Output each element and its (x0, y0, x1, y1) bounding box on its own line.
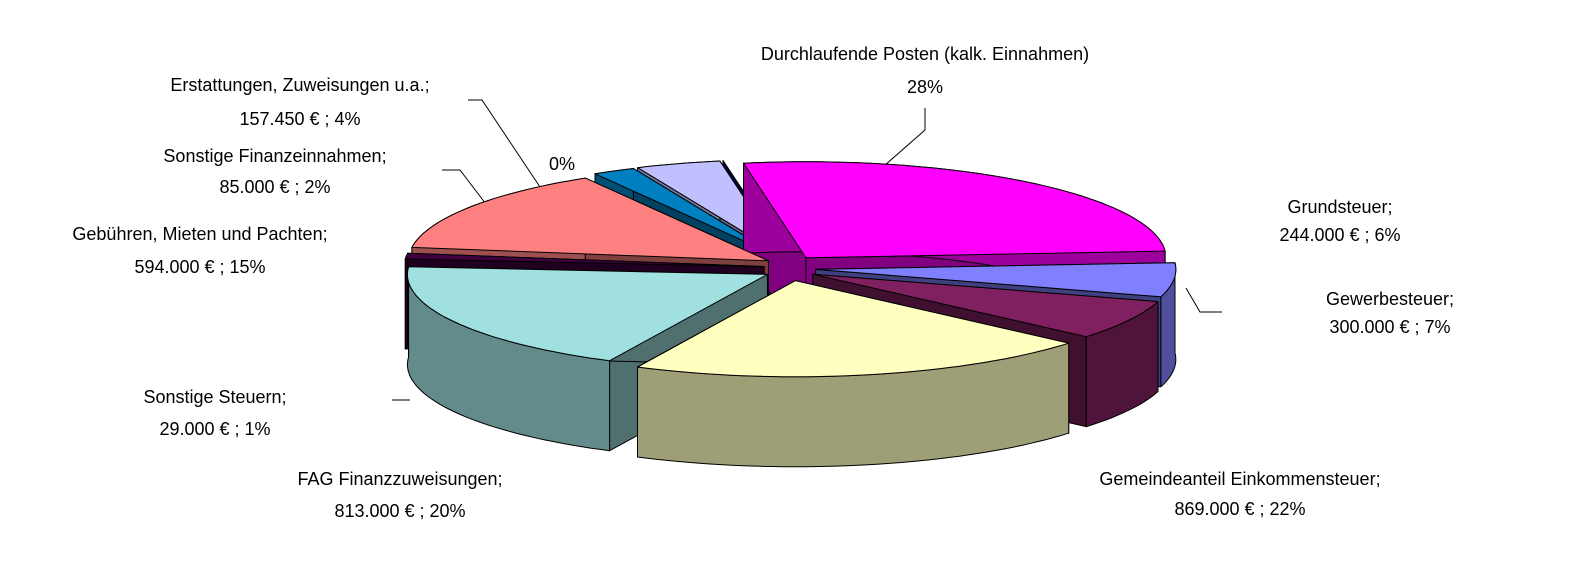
pie (404, 160, 1177, 468)
leader-line (468, 99, 547, 197)
leader-line (867, 108, 926, 181)
value-label: 300.000 € ; 7% (1329, 317, 1450, 337)
value-label: 0% (549, 154, 575, 174)
slice (743, 161, 1166, 259)
value-label: 813.000 € ; 20% (334, 501, 465, 521)
slice (637, 280, 1070, 378)
slice-label: Durchlaufende Posten (kalk. Einnahmen) (761, 44, 1089, 64)
value-label: 85.000 € ; 2% (219, 177, 330, 197)
value-label: 157.450 € ; 4% (239, 109, 360, 129)
slice (594, 168, 779, 257)
slice-label: Gebühren, Mieten und Pachten; (72, 224, 327, 244)
value-label: 29.000 € ; 1% (159, 419, 270, 439)
slice-label: Sonstige Finanzeinnahmen; (163, 146, 386, 166)
leader-line (1185, 287, 1222, 313)
value-label: 28% (907, 77, 943, 97)
slice-label: Erstattungen, Zuweisungen u.a.; (170, 75, 429, 95)
leader-lines (392, 99, 1222, 401)
slice (637, 280, 1070, 468)
slice (812, 273, 1159, 338)
slice-label: Grundsteuer; (1287, 197, 1392, 217)
slice (411, 177, 769, 262)
slice-side (404, 252, 409, 350)
labels: Durchlaufende Posten (kalk. Einnahmen) 28… (72, 44, 1454, 521)
slice (404, 252, 765, 268)
value-label: 594.000 € ; 15% (134, 257, 265, 277)
slice-label: FAG Finanzzuweisungen; (297, 469, 502, 489)
value-label: 869.000 € ; 22% (1174, 499, 1305, 519)
leader-line (442, 169, 493, 213)
slice-label: Sonstige Steuern; (143, 387, 286, 407)
slice-label: Gemeindeanteil Einkommensteuer; (1099, 469, 1380, 489)
slice (406, 266, 768, 362)
slice (815, 262, 1177, 298)
value-label: 244.000 € ; 6% (1279, 225, 1400, 245)
slice-label: Gewerbesteuer; (1326, 289, 1454, 309)
